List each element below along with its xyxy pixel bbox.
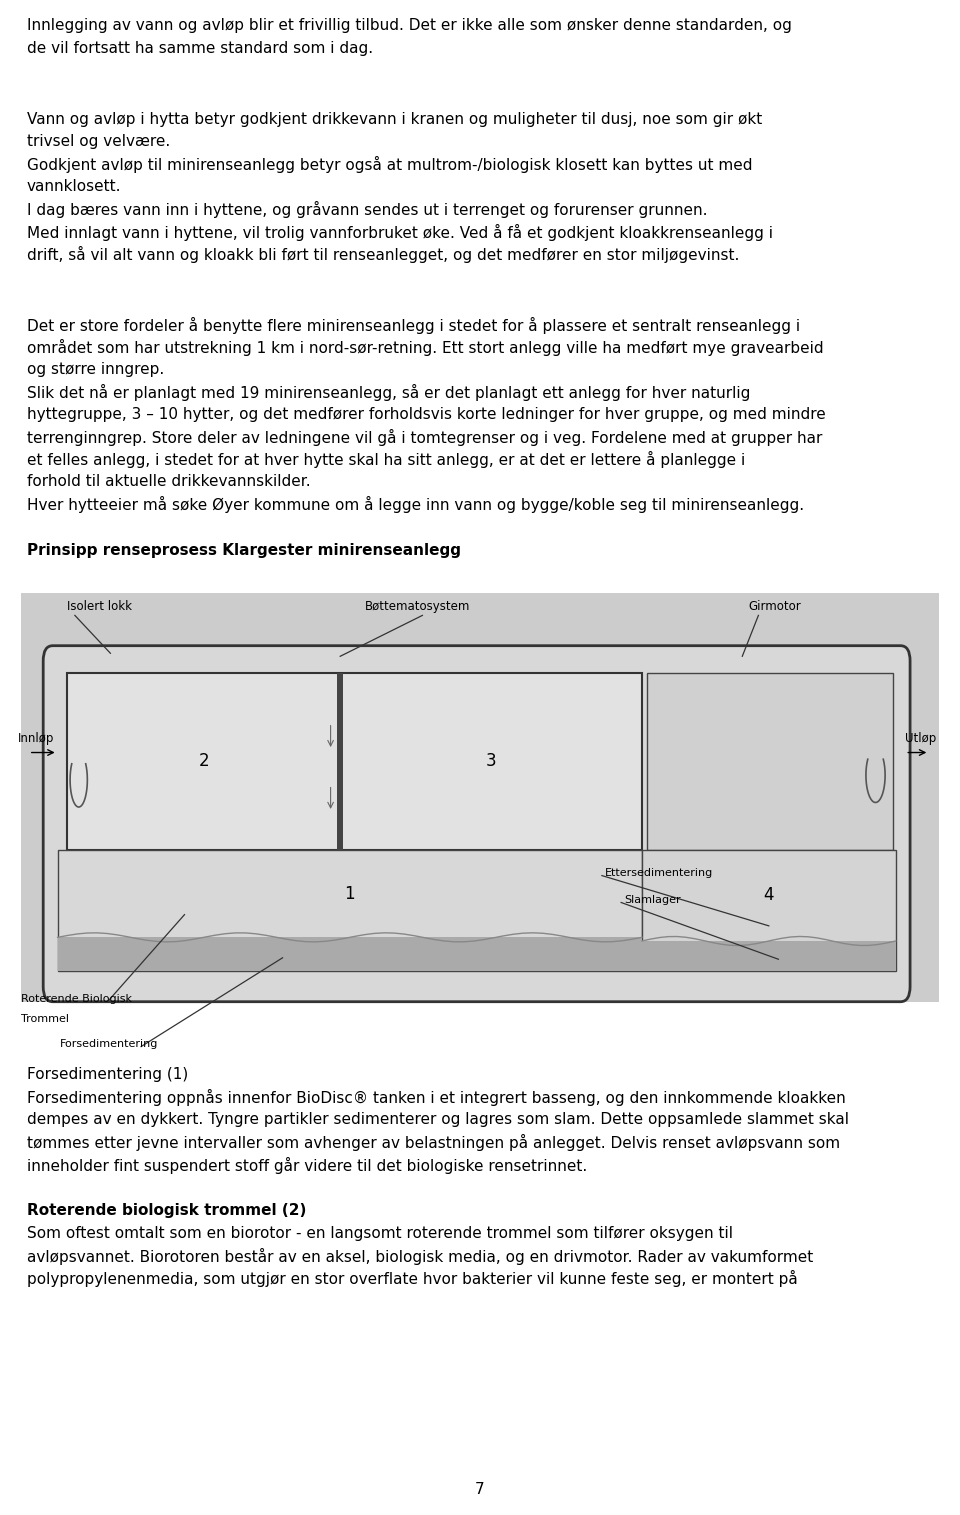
Text: 2: 2 [199, 753, 209, 770]
Text: vannklosett.: vannklosett. [27, 179, 121, 194]
Text: Roterende biologisk trommel (2): Roterende biologisk trommel (2) [27, 1203, 306, 1218]
Text: Utløp: Utløp [905, 732, 937, 745]
Bar [58, 938, 642, 971]
Text: Trommel: Trommel [21, 1015, 69, 1024]
Text: dempes av en dykkert. Tyngre partikler sedimenterer og lagres som slam. Dette op: dempes av en dykkert. Tyngre partikler s… [27, 1112, 849, 1127]
Text: Innløp: Innløp [18, 732, 55, 745]
Text: terrenginngrep. Store deler av ledningene vil gå i tomtegrenser og i veg. Fordel: terrenginngrep. Store deler av ledningen… [27, 429, 823, 445]
Text: Forsedimentering (1): Forsedimentering (1) [27, 1067, 188, 1082]
Text: Ettersedimentering: Ettersedimentering [605, 868, 713, 879]
Bar [642, 850, 896, 971]
Text: trivsel og velvære.: trivsel og velvære. [27, 133, 170, 148]
Text: Godkjent avløp til minirenseanlegg betyr også at multrom-/biologisk klosett kan : Godkjent avløp til minirenseanlegg betyr… [27, 156, 753, 173]
Text: Forsedimentering: Forsedimentering [60, 1039, 157, 1048]
Text: 1: 1 [345, 885, 355, 903]
Text: og større inngrep.: og større inngrep. [27, 362, 164, 377]
Text: avløpsvannet. Biorotoren består av en aksel, biologisk media, og en drivmotor. R: avløpsvannet. Biorotoren består av en ak… [27, 1248, 813, 1265]
Text: Isolert lokk: Isolert lokk [67, 600, 132, 614]
Bar [647, 673, 893, 850]
Text: Vann og avløp i hytta betyr godkjent drikkevann i kranen og muligheter til dusj,: Vann og avløp i hytta betyr godkjent dri… [27, 112, 762, 127]
Text: 3: 3 [486, 753, 496, 770]
Text: området som har utstrekning 1 km i nord-sør-retning. Ett stort anlegg ville ha m: området som har utstrekning 1 km i nord-… [27, 339, 824, 356]
Text: 4: 4 [763, 886, 774, 904]
Bar [58, 850, 642, 971]
Text: Slik det nå er planlagt med 19 minirenseanlegg, så er det planlagt ett anlegg fo: Slik det nå er planlagt med 19 minirense… [27, 385, 751, 401]
Text: de vil fortsatt ha samme standard som i dag.: de vil fortsatt ha samme standard som i … [27, 41, 373, 56]
Text: I dag bæres vann inn i hyttene, og gråvann sendes ut i terrenget og forurenser g: I dag bæres vann inn i hyttene, og gråva… [27, 201, 708, 218]
Text: Hver hytteeier må søke Øyer kommune om å legge inn vann og bygge/koble seg til m: Hver hytteeier må søke Øyer kommune om å… [27, 497, 804, 514]
FancyBboxPatch shape [43, 645, 910, 1001]
Text: Innlegging av vann og avløp blir et frivillig tilbud. Det er ikke alle som ønske: Innlegging av vann og avløp blir et friv… [27, 18, 792, 33]
Text: Bøttematosystem: Bøttematosystem [365, 600, 470, 614]
Bar [642, 941, 896, 971]
Text: Med innlagt vann i hyttene, vil trolig vannforbruket øke. Ved å få et godkjent k: Med innlagt vann i hyttene, vil trolig v… [27, 224, 773, 241]
Text: forhold til aktuelle drikkevannskilder.: forhold til aktuelle drikkevannskilder. [27, 474, 310, 489]
Text: polypropylenenmedia, som utgjør en stor overflate hvor bakterier vil kunne feste: polypropylenenmedia, som utgjør en stor … [27, 1271, 798, 1288]
Text: Prinsipp renseprosess Klargester minirenseanlegg: Prinsipp renseprosess Klargester miniren… [27, 542, 461, 558]
Text: et felles anlegg, i stedet for at hver hytte skal ha sitt anlegg, er at det er l: et felles anlegg, i stedet for at hver h… [27, 451, 745, 468]
Bar [21, 592, 939, 1001]
Text: 7: 7 [475, 1482, 485, 1497]
Text: tømmes etter jevne intervaller som avhenger av belastningen på anlegget. Delvis : tømmes etter jevne intervaller som avhen… [27, 1135, 840, 1151]
Text: drift, så vil alt vann og kloakk bli ført til renseanlegget, og det medfører en : drift, så vil alt vann og kloakk bli før… [27, 245, 739, 264]
Text: Som oftest omtalt som en biorotor - en langsomt roterende trommel som tilfører o: Som oftest omtalt som en biorotor - en l… [27, 1226, 732, 1241]
Text: hyttegruppe, 3 – 10 hytter, og det medfører forholdsvis korte ledninger for hver: hyttegruppe, 3 – 10 hytter, og det medfø… [27, 406, 826, 421]
Text: Slamlager: Slamlager [624, 895, 681, 904]
Text: Forsedimentering oppnås innenfor BioDisc® tanken i et integrert basseng, og den : Forsedimentering oppnås innenfor BioDisc… [27, 1089, 846, 1106]
Text: Roterende Biologisk: Roterende Biologisk [21, 994, 132, 1004]
Text: Det er store fordeler å benytte flere minirenseanlegg i stedet for å plassere et: Det er store fordeler å benytte flere mi… [27, 317, 800, 333]
Text: Girmotor: Girmotor [749, 600, 802, 614]
Text: inneholder fint suspendert stoff går videre til det biologiske rensetrinnet.: inneholder fint suspendert stoff går vid… [27, 1156, 588, 1174]
Bar [337, 673, 343, 850]
Bar [67, 673, 642, 850]
